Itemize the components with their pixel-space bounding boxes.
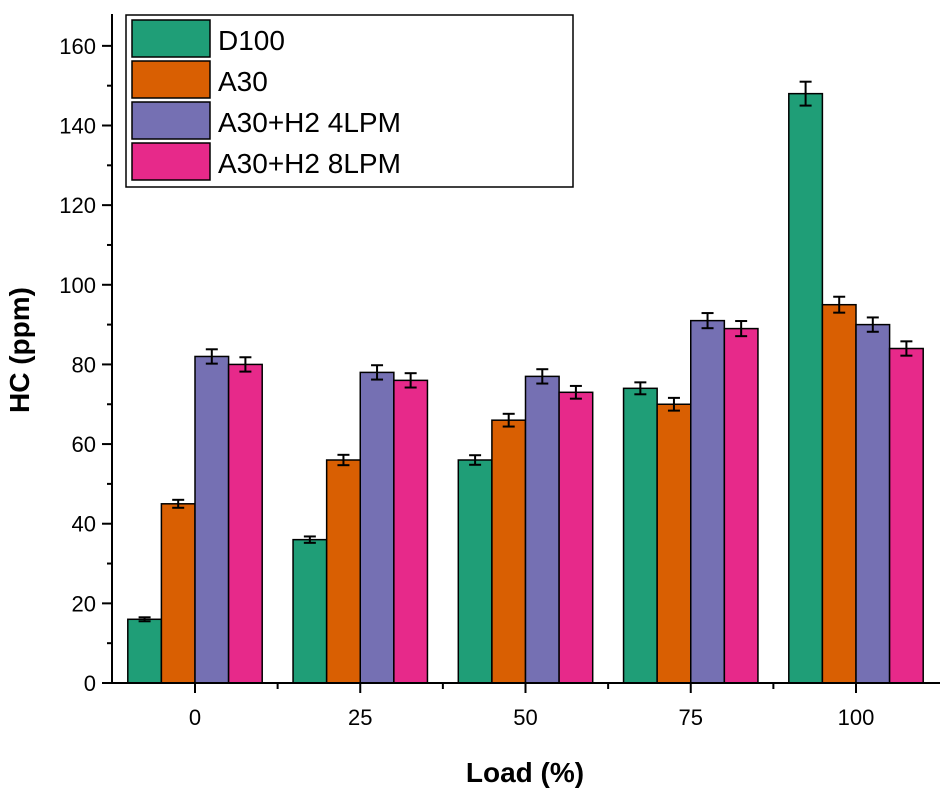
legend-swatch (131, 101, 211, 140)
y-axis-title: HC (ppm) (4, 287, 35, 413)
bar-a30-h2-8lpm-25 (393, 379, 429, 684)
x-tick-labels: 0 25 50 75 100 (189, 705, 874, 730)
y-tick-label: 0 (84, 671, 96, 696)
legend-label: A30+H2 8LPM (218, 148, 401, 179)
x-tick-label: 100 (838, 705, 875, 730)
y-tick-label: 140 (59, 114, 96, 139)
bar-a30-25 (325, 459, 361, 684)
y-tick-label: 80 (72, 352, 96, 377)
bar-d100-50 (457, 459, 493, 684)
bar-a30-h2-8lpm-100 (888, 347, 924, 684)
bar-a30-h2-4lpm-50 (524, 375, 560, 684)
bars (127, 92, 924, 684)
bar-a30-h2-8lpm-0 (227, 363, 263, 684)
legend-swatch (131, 142, 211, 181)
legend: D100 A30 A30+H2 4LPM A30+H2 8LPM (125, 14, 574, 188)
bar-a30-h2-8lpm-75 (723, 327, 759, 684)
legend-label: D100 (218, 25, 285, 56)
y-tick-label: 120 (59, 193, 96, 218)
bar-a30-h2-4lpm-75 (690, 319, 726, 684)
legend-swatch (131, 60, 211, 99)
bar-a30-h2-4lpm-100 (855, 323, 891, 684)
x-tick-label: 50 (513, 705, 537, 730)
x-tick-label: 75 (679, 705, 703, 730)
bar-a30-50 (491, 419, 527, 684)
x-tick-label: 0 (189, 705, 201, 730)
x-tick-label: 25 (348, 705, 372, 730)
minor-ticks (107, 84, 112, 645)
y-tick-label: 20 (72, 591, 96, 616)
bar-d100-100 (788, 92, 824, 684)
y-tick-label: 60 (72, 432, 96, 457)
axes (102, 14, 940, 693)
legend-label: A30+H2 4LPM (218, 107, 401, 138)
bar-d100-0 (127, 618, 163, 684)
bar-a30-75 (656, 403, 692, 684)
y-tick-label: 40 (72, 512, 96, 537)
bar-a30-0 (160, 503, 196, 684)
bar-a30-h2-8lpm-50 (558, 391, 594, 684)
x-axis-title: Load (%) (466, 757, 584, 788)
y-tick-label: 100 (59, 273, 96, 298)
legend-swatch (131, 19, 211, 58)
y-tick-label: 160 (59, 34, 96, 59)
bar-d100-75 (622, 387, 658, 684)
bar-a30-h2-4lpm-25 (359, 371, 395, 684)
legend-label: A30 (218, 66, 268, 97)
bar-a30-100 (821, 303, 857, 684)
bar-d100-25 (292, 538, 328, 684)
y-tick-labels: 0 20 40 60 80 100 120 140 160 (59, 34, 96, 696)
bar-a30-h2-4lpm-0 (194, 355, 230, 684)
error-bars (138, 80, 913, 623)
